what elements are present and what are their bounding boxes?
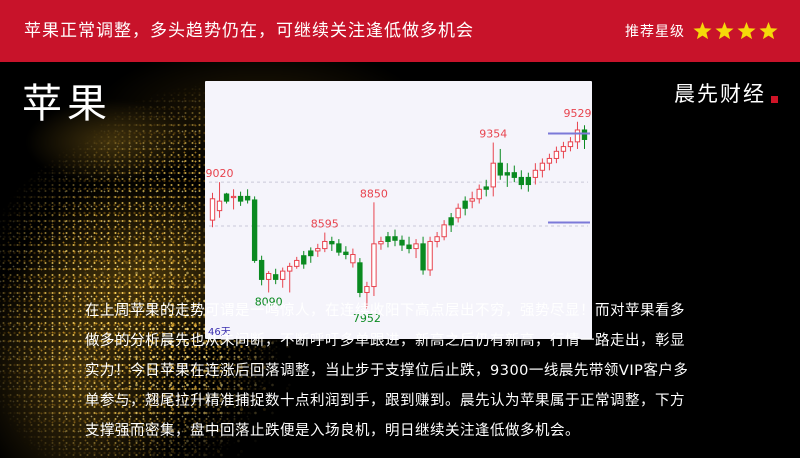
candle-body <box>280 270 286 280</box>
candle-body <box>525 176 532 186</box>
candle-body <box>308 250 314 257</box>
header-banner: 苹果正常调整，多头趋势仍在，可继续关注逢低做多机会 推荐星级 <box>0 0 800 62</box>
candle-body <box>371 243 377 288</box>
candle-body <box>343 251 349 256</box>
candle-body <box>364 286 370 293</box>
candle-body <box>448 217 454 226</box>
candle-body <box>385 236 391 242</box>
article-line: 支撑强而密集，盘中回落止跌便是入场良机，明日继续关注逢低做多机会。 <box>85 423 580 439</box>
candle-body <box>399 239 405 246</box>
content-stage: 苹果 晨先财经 9020 8595 8090 8850 7952 9354 9529 46天… <box>0 62 800 458</box>
rating-group: 推荐星级 <box>625 21 778 41</box>
price-annotation: 8850 <box>360 187 388 200</box>
candle-body <box>406 244 412 250</box>
candle-body <box>322 240 328 250</box>
candle-body <box>469 198 475 202</box>
rating-label: 推荐星级 <box>625 24 685 40</box>
price-annotation: 8090 <box>255 296 283 309</box>
candle-body <box>518 176 524 186</box>
chart-canvas: 9020 8595 8090 8850 7952 9354 9529 <box>206 107 592 325</box>
candle-body <box>441 224 447 238</box>
candle-body <box>378 240 384 245</box>
candle-body <box>230 195 237 199</box>
star-icon <box>737 21 756 39</box>
candle-body <box>455 207 461 219</box>
article-line: 实力！今日苹果在连涨后回落调整，当止步于支撑位后止跌，9300一线晨先带领VIP… <box>85 363 689 379</box>
candle-body <box>490 162 496 188</box>
brand-dot-icon <box>771 95 778 103</box>
candle-body <box>476 188 482 200</box>
article-line: 在上周苹果的走势可谓是一鸣惊人，在连续收阳下高点层出不穷，强势尽显！而对苹果看多 <box>85 303 685 319</box>
candle-body <box>434 236 440 242</box>
candle-body <box>567 141 574 148</box>
brand-name: 晨先财经 <box>674 82 766 106</box>
candle-body <box>244 195 251 201</box>
star-rating <box>693 21 778 41</box>
candle-body <box>251 199 258 261</box>
price-annotation: 7952 <box>353 312 381 325</box>
price-annotation: 9020 <box>206 167 234 180</box>
candle-body <box>237 195 244 202</box>
candle-body <box>223 193 230 202</box>
candle-body <box>574 129 581 143</box>
brand-logo: 晨先财经 <box>674 84 778 105</box>
candle-body <box>420 243 426 271</box>
candle-body <box>392 236 398 241</box>
candle-body <box>462 200 468 209</box>
price-annotation: 9354 <box>479 128 507 141</box>
candle-body <box>413 243 419 250</box>
price-annotation: 9529 <box>564 107 592 120</box>
candle-body <box>216 200 223 212</box>
candlestick-chart[interactable]: 9020 8595 8090 8850 7952 9354 9529 46天 <box>205 81 592 339</box>
candle-body <box>553 150 560 159</box>
candle-body <box>258 259 265 280</box>
star-icon <box>759 21 778 39</box>
candle-body <box>532 169 539 178</box>
candle-body <box>301 255 307 265</box>
candle-body <box>265 272 272 280</box>
price-annotation: 8595 <box>311 218 339 231</box>
candle-body <box>560 146 567 152</box>
candle-body <box>546 157 553 164</box>
candle-body <box>427 240 433 271</box>
article-body: 在上周苹果的走势可谓是一鸣惊人，在连续收阳下高点层出不穷，强势尽显！而对苹果看多… <box>85 296 725 446</box>
candle-body <box>497 162 503 176</box>
candle-body <box>294 259 300 267</box>
article-line: 做多的分析晨先也从未间断，不断呼吁多单跟进，新高之后仍有新高，行情一路走出，彰显 <box>85 333 685 349</box>
star-icon <box>693 21 712 39</box>
candle-body <box>483 186 489 190</box>
candle-body <box>273 274 279 280</box>
candle-body <box>511 172 517 178</box>
chart-xaxis-label: 46天 <box>208 327 231 338</box>
star-icon <box>715 21 734 39</box>
article-line: 单参与，翘尾拉升精准捕捉数十点利润到手，跟到赚到。晨先认为苹果属于正常调整，下方 <box>85 393 685 409</box>
candle-body <box>315 248 321 252</box>
candle-body <box>209 198 216 221</box>
page-title: 苹果正常调整，多头趋势仍在，可继续关注逢低做多机会 <box>24 20 474 41</box>
candle-body <box>504 172 510 176</box>
candle-body <box>287 265 293 272</box>
candle-body <box>357 262 363 293</box>
candle-body <box>336 243 342 253</box>
commodity-title: 苹果 <box>22 81 112 127</box>
candle-body <box>350 254 356 264</box>
candle-body <box>539 162 546 171</box>
candle-body <box>581 129 588 140</box>
candle-body <box>329 240 335 245</box>
